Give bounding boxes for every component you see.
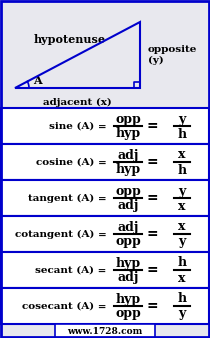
Text: tangent (A) =: tangent (A) = bbox=[28, 193, 110, 202]
Bar bbox=[55, 324, 155, 338]
Bar bbox=[1, 180, 209, 216]
Bar bbox=[1, 216, 209, 252]
Text: A: A bbox=[33, 74, 41, 86]
Text: opposite
(y): opposite (y) bbox=[148, 45, 197, 65]
Text: y: y bbox=[178, 113, 186, 125]
Text: x: x bbox=[178, 199, 186, 213]
Text: opp: opp bbox=[115, 236, 141, 248]
Text: x: x bbox=[178, 148, 186, 162]
Text: cotangent (A) =: cotangent (A) = bbox=[15, 230, 110, 239]
Text: h: h bbox=[177, 164, 186, 176]
Bar bbox=[1, 108, 209, 144]
Text: cosine (A) =: cosine (A) = bbox=[36, 158, 110, 167]
Text: =: = bbox=[146, 155, 158, 169]
Text: opp: opp bbox=[115, 113, 141, 125]
Text: y: y bbox=[178, 308, 186, 320]
Text: hyp: hyp bbox=[116, 127, 140, 141]
Bar bbox=[1, 252, 209, 288]
Text: hyp: hyp bbox=[116, 164, 140, 176]
Text: x: x bbox=[178, 220, 186, 234]
Text: =: = bbox=[146, 119, 158, 133]
Text: =: = bbox=[146, 191, 158, 205]
Text: adjacent (x): adjacent (x) bbox=[43, 98, 112, 107]
Text: hypotenuse: hypotenuse bbox=[34, 34, 105, 45]
Text: x: x bbox=[178, 271, 186, 285]
Text: opp: opp bbox=[115, 185, 141, 197]
Text: h: h bbox=[177, 292, 186, 306]
Text: =: = bbox=[146, 299, 158, 313]
Text: cosecant (A) =: cosecant (A) = bbox=[22, 301, 110, 311]
Text: =: = bbox=[146, 227, 158, 241]
Text: www.1728.com: www.1728.com bbox=[67, 327, 143, 336]
Text: secant (A) =: secant (A) = bbox=[35, 266, 110, 274]
Text: adj: adj bbox=[117, 271, 139, 285]
Text: opp: opp bbox=[115, 308, 141, 320]
Text: y: y bbox=[178, 236, 186, 248]
Text: h: h bbox=[177, 257, 186, 269]
Text: adj: adj bbox=[117, 148, 139, 162]
Text: y: y bbox=[178, 185, 186, 197]
Text: hyp: hyp bbox=[116, 292, 140, 306]
Text: sine (A) =: sine (A) = bbox=[49, 121, 110, 130]
Text: h: h bbox=[177, 127, 186, 141]
Text: hyp: hyp bbox=[116, 257, 140, 269]
Text: adj: adj bbox=[117, 220, 139, 234]
Text: adj: adj bbox=[117, 199, 139, 213]
Bar bbox=[1, 288, 209, 324]
Text: =: = bbox=[146, 263, 158, 277]
Bar bbox=[1, 144, 209, 180]
